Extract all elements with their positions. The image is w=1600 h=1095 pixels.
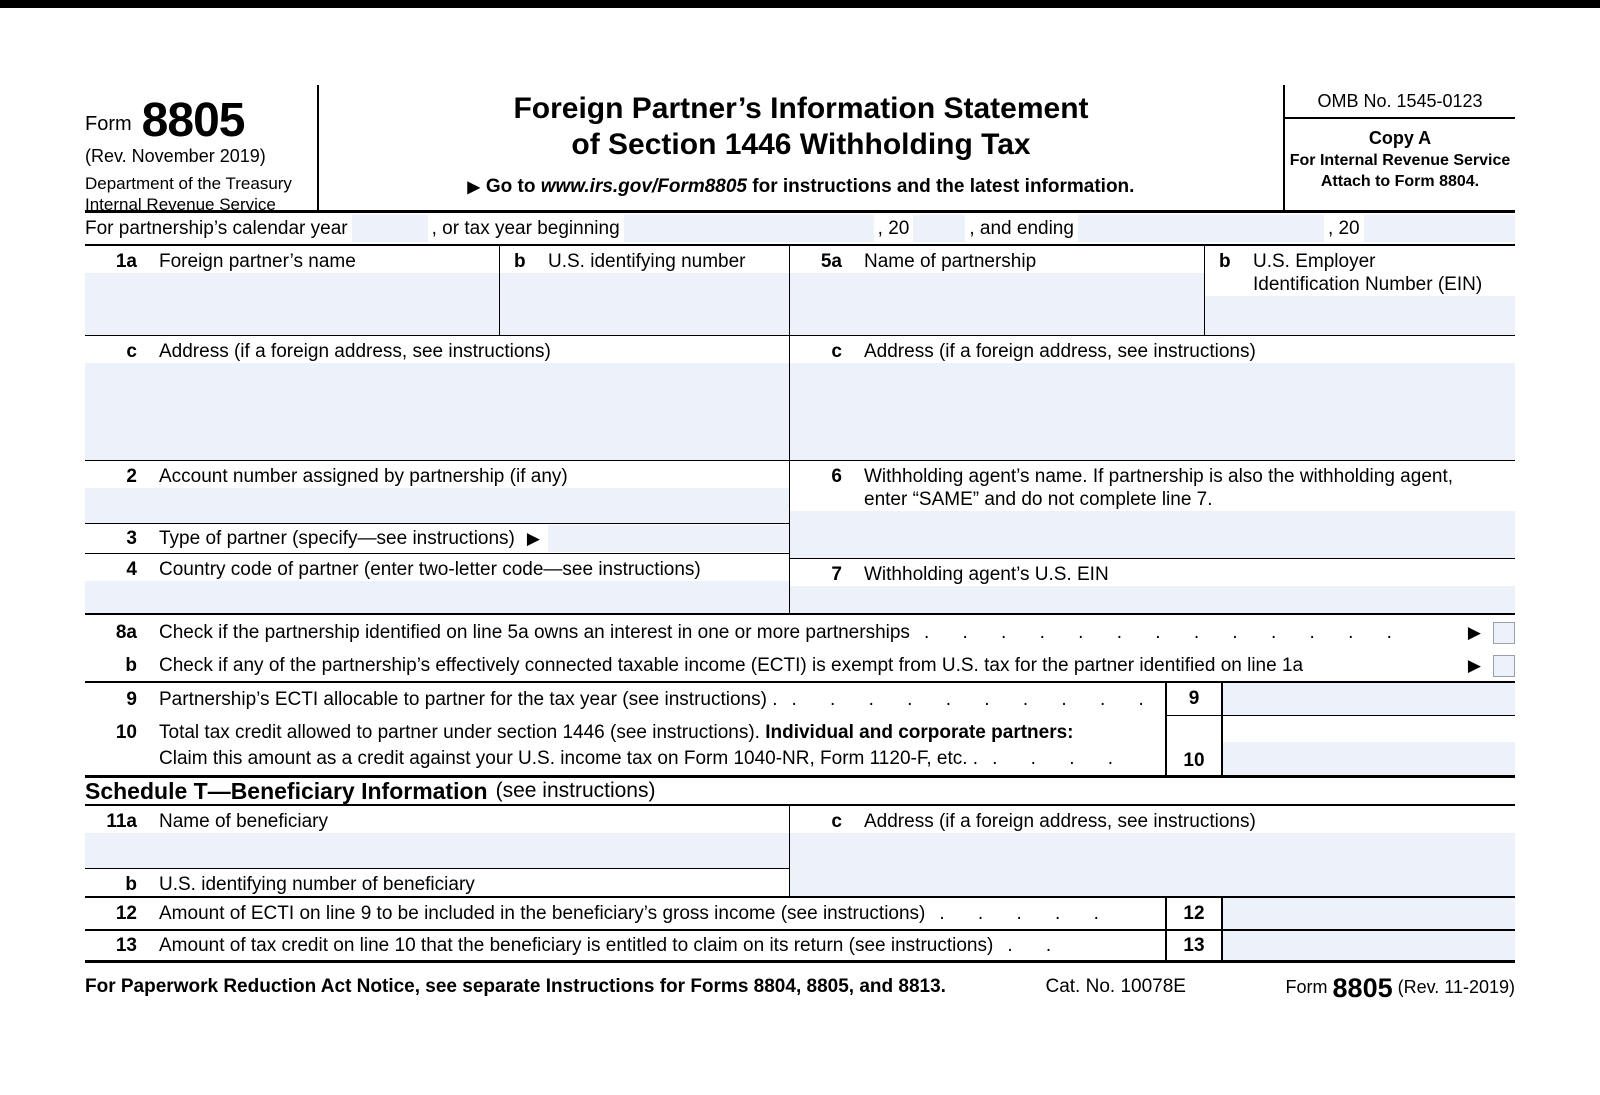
line-1a-label: Foreign partner’s name <box>159 251 356 272</box>
line-10-amount-field[interactable] <box>1223 742 1515 775</box>
footer-form-number: 8805 <box>1332 973 1393 1003</box>
line-11a-label: Name of beneficiary <box>159 811 328 832</box>
line-6-label: Withholding agent’s name. If partnership… <box>864 466 1454 510</box>
partner-address-field[interactable] <box>85 363 789 460</box>
line-12-label: Amount of ECTI on line 9 to be included … <box>159 902 926 924</box>
line-12-box-number: 12 <box>1165 898 1223 929</box>
line-1b-label: U.S. identifying number <box>548 251 746 272</box>
form-number: 8805 <box>141 94 246 147</box>
ending-year-field[interactable] <box>1363 215 1515 242</box>
beginning-year-field[interactable] <box>913 215 966 242</box>
line-10-row: 10 Total tax credit allowed to partner u… <box>85 716 1515 778</box>
line-11b-label: U.S. identifying number of beneficiary <box>159 874 475 895</box>
footer-revision: (Rev. 11-2019) <box>1397 977 1515 997</box>
line-13-box-number: 13 <box>1165 931 1223 960</box>
line-9-box-number: 9 <box>1165 683 1223 716</box>
schedule-t-title: Schedule T—Beneficiary Information <box>85 777 488 804</box>
dot-leaders: . . <box>1007 934 1052 956</box>
line-5b-label: U.S. Employer Identification Number (EIN) <box>1253 251 1483 295</box>
account-number-field[interactable] <box>85 488 789 523</box>
line-5c-label: Address (if a foreign address, see instr… <box>864 341 1256 362</box>
right-arrow-icon: ▶ <box>526 528 540 548</box>
withholding-agent-name-field[interactable] <box>790 511 1515 558</box>
line-13-amount-field[interactable] <box>1223 931 1515 960</box>
line-9-amount-field[interactable] <box>1223 683 1515 716</box>
beneficiary-name-field[interactable] <box>85 833 789 868</box>
form-revision: (Rev. November 2019) <box>85 146 266 166</box>
dot-leaders: . . . . . . . . . . . <box>791 688 1165 710</box>
line-10-box-number: 10 <box>1165 716 1223 775</box>
schedule-t-subtitle: (see instructions) <box>495 779 656 802</box>
line-3-label: Type of partner (specify—see instruction… <box>159 527 515 549</box>
line-5a-label: Name of partnership <box>864 251 1037 272</box>
dot-leaders: . . . . . <box>939 902 1099 924</box>
schedule-t-header: Schedule T—Beneficiary Information (see … <box>85 778 1515 806</box>
footer-form-word: Form <box>1285 977 1328 997</box>
line-13-label: Amount of tax credit on line 10 that the… <box>159 934 994 956</box>
line-9-row: 9 Partnership’s ECTI allocable to partne… <box>85 683 1515 716</box>
form-title-block: Foreign Partner’s Information Statement … <box>317 85 1283 210</box>
line-12-amount-field[interactable] <box>1223 898 1515 929</box>
line-10-label-line2: Claim this amount as a credit against yo… <box>159 747 979 769</box>
form-title-line1: Foreign Partner’s Information Statement <box>513 92 1089 125</box>
department-line: Department of the Treasury <box>85 174 292 193</box>
line-2-label: Account number assigned by partnership (… <box>159 466 568 487</box>
foreign-partner-name-field[interactable] <box>85 273 499 335</box>
copy-for-label: For Internal Revenue Service <box>1289 152 1511 169</box>
partnership-address-field[interactable] <box>790 363 1515 460</box>
right-arrow-icon: ▶ <box>1467 623 1481 642</box>
line-8b-checkbox[interactable] <box>1493 655 1515 677</box>
right-arrow-icon: ▶ <box>467 179 480 196</box>
copy-attach-label: Attach to Form 8804. <box>1320 173 1480 190</box>
right-arrow-icon: ▶ <box>1467 656 1481 675</box>
dot-leaders: . . . . <box>992 747 1114 769</box>
line-8a-row: 8a Check if the partnership identified o… <box>85 615 1515 651</box>
line-1c-label: Address (if a foreign address, see instr… <box>159 341 551 362</box>
tax-year-row: For partnership’s calendar year , or tax… <box>85 213 1515 246</box>
omb-copy-block: OMB No. 1545-0123 Copy A For Internal Re… <box>1283 85 1515 210</box>
form-header: Form 8805 (Rev. November 2019) Departmen… <box>85 85 1515 215</box>
form-word: Form <box>85 113 132 135</box>
calendar-year-field[interactable] <box>351 215 428 242</box>
tax-year-ending-field[interactable] <box>1077 215 1324 242</box>
agency-line: Internal Revenue Service <box>85 195 276 214</box>
employer-ein-field[interactable] <box>1205 296 1515 335</box>
tax-year-beginning-field[interactable] <box>623 215 874 242</box>
page-top-rule <box>0 0 1600 8</box>
line-9-label: Partnership’s ECTI allocable to partner … <box>159 688 778 710</box>
line-13-row: 13 Amount of tax credit on line 10 that … <box>85 931 1515 963</box>
dot-leaders: . . . . . . . . . . . . . <box>923 622 1392 643</box>
line-8a-checkbox[interactable] <box>1493 622 1515 644</box>
line-8b-label: Check if any of the partnership’s effect… <box>159 655 1304 676</box>
line-7-label: Withholding agent’s U.S. EIN <box>864 564 1109 585</box>
line-4-label: Country code of partner (enter two-lette… <box>159 559 701 580</box>
line-8b-row: b Check if any of the partnership’s effe… <box>85 651 1515 683</box>
omb-number: OMB No. 1545-0123 <box>1285 85 1515 119</box>
line-8a-label: Check if the partnership identified on l… <box>159 622 910 643</box>
country-code-field[interactable] <box>85 581 789 613</box>
line-11c-label: Address (if a foreign address, see instr… <box>864 811 1256 832</box>
type-of-partner-field[interactable] <box>547 525 789 552</box>
copy-a-label: Copy A <box>1368 128 1432 148</box>
catalog-number: Cat. No. 10078E <box>1045 976 1186 997</box>
form-title-line2: of Section 1446 Withholding Tax <box>571 128 1031 161</box>
form-8805-page: Form 8805 (Rev. November 2019) Departmen… <box>85 85 1515 1003</box>
line-12-row: 12 Amount of ECTI on line 9 to be includ… <box>85 898 1515 931</box>
withholding-agent-ein-field[interactable] <box>790 586 1515 613</box>
beneficiary-address-field[interactable] <box>790 833 1515 896</box>
partner-partnership-table: 1a Foreign partner’s name b U.S. identifyi… <box>85 246 1515 615</box>
irs-url: www.irs.gov/Form8805 <box>540 176 748 197</box>
form-footer: For Paperwork Reduction Act Notice, see … <box>85 973 1515 1003</box>
line-10-label-line1: Total tax credit allowed to partner unde… <box>159 721 1074 743</box>
partnership-name-field[interactable] <box>790 273 1204 335</box>
goto-instructions-line: ▶ Go to www.irs.gov/Form8805 for instruct… <box>467 176 1135 197</box>
beneficiary-table: 11a Name of beneficiary b U.S. identifying… <box>85 806 1515 898</box>
us-identifying-number-field[interactable] <box>500 273 789 335</box>
form-id-block: Form 8805 (Rev. November 2019) Departmen… <box>85 85 317 215</box>
paperwork-notice: For Paperwork Reduction Act Notice, see … <box>85 976 946 997</box>
